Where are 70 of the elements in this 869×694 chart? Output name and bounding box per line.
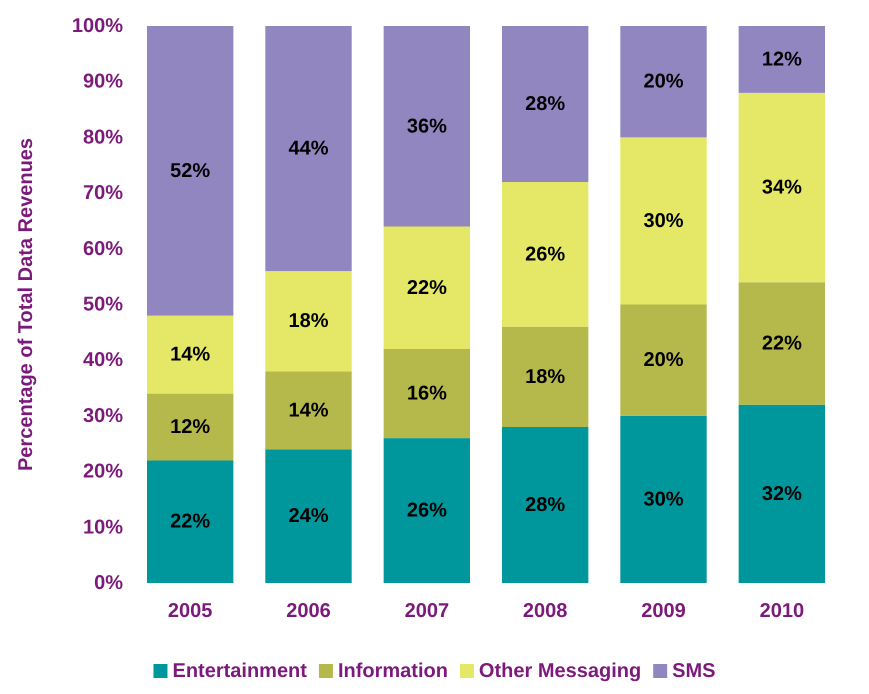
y-tick-label: 60% [82,238,124,260]
bar [146,460,234,583]
bar [146,26,234,316]
bar [502,326,588,428]
data-label: 34% [762,176,802,199]
data-label: 16% [406,382,448,405]
bar [620,137,707,304]
legend-label: Entertainment [172,660,308,682]
y-tick-label: 70% [82,182,124,204]
bar [738,92,826,282]
y-tick-label: 100% [72,15,124,37]
legend-label: Information [338,660,448,682]
bar [384,349,470,438]
bar [146,316,234,394]
data-label: 32% [762,482,802,505]
data-label: 36% [406,115,448,138]
data-label: 28% [525,494,566,516]
data-label: 20% [643,70,684,93]
data-label: 22% [762,332,802,354]
bar [265,371,352,450]
bar [265,449,352,583]
bar [620,304,707,416]
y-tick-label: 0% [94,572,124,594]
bar [620,26,707,138]
data-label: 12% [170,416,210,438]
bar [384,226,470,350]
x-tick-label: 2006 [286,600,331,622]
y-tick-label: 20% [82,460,124,483]
data-label: 52% [170,160,210,182]
data-label: 12% [762,48,802,70]
bar [502,427,588,583]
bar [738,26,826,93]
bar [502,26,588,182]
x-tick-label: 2010 [760,600,804,622]
bar [738,282,826,405]
data-label: 26% [525,243,566,266]
x-tick-label: 2009 [641,600,686,622]
y-tick-label: 30% [82,404,124,427]
bar [384,438,470,583]
data-label: 18% [525,366,566,388]
y-tick-label: 10% [82,516,124,538]
data-label: 24% [288,505,329,528]
x-tick-label: 2005 [168,600,212,622]
data-label: 28% [525,92,566,115]
bar [384,26,470,227]
x-tick-label: 2007 [404,600,450,622]
y-tick-label: 50% [82,294,124,316]
bar [265,271,352,372]
legend-label: Other Messaging [478,660,642,682]
x-tick-label: 2008 [522,600,568,622]
bar [502,182,588,327]
y-tick-label: 40% [82,349,124,372]
y-tick-label: 90% [82,70,124,93]
data-label: 30% [643,488,684,510]
data-label: 30% [643,210,684,232]
data-label: 18% [288,310,329,332]
data-label: 14% [170,344,210,366]
data-label: 14% [288,399,329,422]
bar [146,394,234,460]
data-label: 26% [406,500,448,522]
legend-label: SMS [672,660,716,682]
data-label: 22% [406,276,448,299]
y-axis-title: Percentage of Total Data Revenues [15,138,37,472]
bar [738,404,826,583]
bar [620,416,707,583]
data-label: 20% [643,349,684,372]
data-label: 44% [288,138,329,160]
bar [265,26,352,272]
data-label: 22% [170,510,210,533]
y-tick-label: 80% [82,126,124,148]
